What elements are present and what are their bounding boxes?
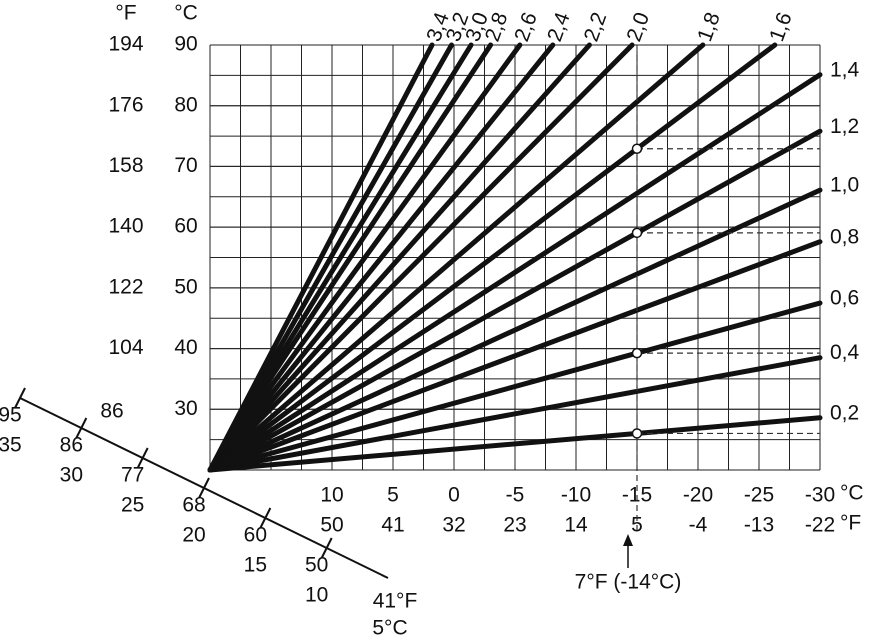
y-tick-label: 60 bbox=[174, 215, 197, 238]
room-tick-label-f: 95 bbox=[0, 404, 22, 427]
curve-label: 0,6 bbox=[830, 287, 859, 310]
room-tick-label-f: 77 bbox=[121, 464, 144, 487]
y-tick-label: 50 bbox=[174, 275, 197, 298]
y2-tick-label: 104 bbox=[108, 336, 143, 359]
y-unit-f: °F bbox=[115, 2, 136, 25]
reading-point bbox=[631, 143, 643, 154]
curve bbox=[207, 42, 494, 473]
curve-label: 2,6 bbox=[510, 9, 542, 44]
curve-label: 1,6 bbox=[765, 9, 797, 44]
x-tick-label: 5 bbox=[387, 484, 399, 507]
room-tick-label-c: 20 bbox=[182, 524, 205, 547]
reading-point bbox=[631, 227, 643, 239]
room-tick bbox=[14, 387, 26, 409]
curve bbox=[207, 42, 556, 473]
y-tick-label: 80 bbox=[174, 93, 197, 116]
y2-tick-label: 140 bbox=[108, 215, 143, 238]
y-unit-c: °C bbox=[174, 2, 198, 25]
room-tick bbox=[320, 537, 333, 559]
room-tick-label-f: 60 bbox=[244, 524, 267, 547]
curve bbox=[207, 300, 823, 473]
x-tick-label: -10 bbox=[561, 484, 591, 507]
curve bbox=[207, 72, 823, 473]
reading-point bbox=[631, 347, 643, 359]
room-tick-label-c: 25 bbox=[121, 494, 144, 517]
x2-tick-label: 41 bbox=[381, 514, 404, 537]
room-tick bbox=[259, 507, 272, 529]
curve-label: 1,8 bbox=[693, 9, 725, 44]
annotation: 7°F (-14°C) bbox=[575, 571, 682, 594]
room-tick-label-c: 15 bbox=[244, 554, 267, 577]
room-tick-label-f: 86 bbox=[60, 434, 83, 457]
curve-label: 0,8 bbox=[830, 225, 859, 248]
x-tick-label: -30 bbox=[805, 484, 835, 507]
x2-tick-label: -4 bbox=[689, 514, 708, 537]
reading-point bbox=[631, 428, 643, 439]
curve-label: 1,4 bbox=[830, 58, 860, 81]
curve bbox=[207, 415, 823, 473]
y-tick-label: 70 bbox=[174, 154, 197, 177]
room-tick-label-c: 10 bbox=[305, 584, 328, 607]
curve bbox=[207, 42, 474, 473]
curve-label: 1,2 bbox=[830, 115, 859, 138]
curve bbox=[207, 42, 778, 473]
curve bbox=[207, 42, 435, 473]
room-end-f: 41°F bbox=[373, 590, 418, 613]
curve-label: 0,2 bbox=[830, 401, 859, 424]
curve-label: 2,4 bbox=[543, 9, 575, 45]
room-tick-label-f: 68 bbox=[182, 494, 205, 517]
x2-tick-label: -22 bbox=[805, 514, 835, 537]
x-unit-c: °C bbox=[840, 482, 864, 505]
y-tick-label: 90 bbox=[174, 33, 197, 56]
curve-label: 2,2 bbox=[580, 9, 612, 44]
room-label: 86 bbox=[100, 400, 123, 423]
x-tick-label: 0 bbox=[448, 484, 460, 507]
x-tick-label: -25 bbox=[744, 484, 774, 507]
y2-tick-label: 194 bbox=[108, 33, 143, 56]
curve-label: 0,4 bbox=[830, 341, 860, 364]
x-unit-f: °F bbox=[840, 512, 861, 535]
y-tick-label: 40 bbox=[174, 336, 197, 359]
curve bbox=[207, 187, 823, 473]
x-tick-label: -20 bbox=[683, 484, 713, 507]
curve bbox=[207, 42, 455, 473]
y2-tick-label: 122 bbox=[108, 275, 143, 298]
curve bbox=[207, 42, 523, 473]
room-tick bbox=[75, 417, 88, 439]
arrow-head bbox=[623, 534, 633, 546]
room-tick bbox=[198, 477, 210, 499]
room-tick-label-c: 30 bbox=[60, 464, 83, 487]
room-tick-label-c: 35 bbox=[0, 434, 22, 457]
curve bbox=[207, 42, 706, 473]
x2-tick-label: 23 bbox=[503, 514, 526, 537]
x2-tick-label: 14 bbox=[564, 514, 588, 537]
y2-tick-label: 176 bbox=[108, 93, 143, 116]
x2-tick-label: 50 bbox=[320, 514, 343, 537]
curve bbox=[207, 42, 592, 473]
x2-tick-label: -13 bbox=[744, 514, 774, 537]
x-tick-label: 10 bbox=[320, 484, 343, 507]
room-end-c: 5°C bbox=[372, 617, 407, 639]
y-tick-label: 30 bbox=[174, 397, 197, 420]
y2-tick-label: 158 bbox=[108, 154, 143, 177]
x2-tick-label: 32 bbox=[442, 514, 465, 537]
curve bbox=[207, 239, 823, 473]
curve-label: 2,0 bbox=[622, 9, 654, 44]
curve-label: 1,0 bbox=[830, 174, 859, 197]
room-tick-label-f: 50 bbox=[305, 554, 328, 577]
curve bbox=[207, 128, 823, 473]
curve bbox=[207, 355, 823, 473]
room-tick bbox=[136, 447, 149, 469]
curve bbox=[207, 42, 635, 473]
x-tick-label: -5 bbox=[506, 484, 525, 507]
